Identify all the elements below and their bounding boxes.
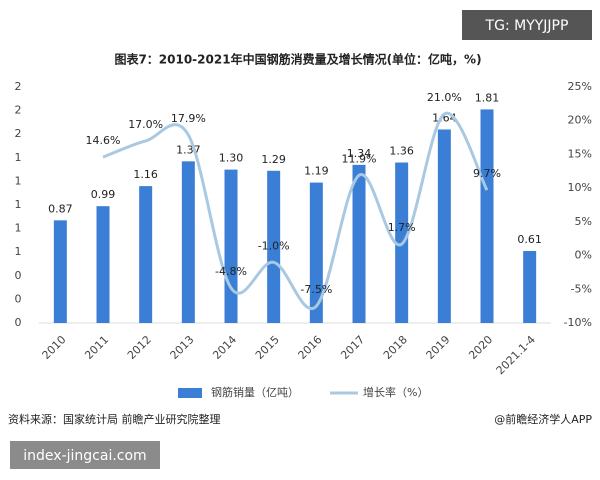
line-value-label: -1.0%	[258, 239, 290, 252]
bar	[267, 170, 281, 323]
line-value-label: 1.7%	[388, 221, 416, 234]
bar	[224, 169, 238, 323]
y-tick-label: 2	[15, 104, 22, 117]
y2-tick-label: 15%	[568, 147, 592, 160]
y-tick-label: 1	[15, 245, 22, 258]
line-value-label: 17.0%	[128, 118, 163, 131]
bar	[437, 129, 451, 323]
y-tick-label: 0	[15, 269, 22, 282]
line-value-label: -7.5%	[300, 283, 332, 296]
y-tick-label: 2	[15, 80, 22, 93]
credit: @前瞻经济学人APP	[494, 412, 592, 426]
y2-tick-label: 5%	[575, 215, 592, 228]
bar	[480, 109, 494, 323]
watermark: TG: MYYJJPP	[485, 18, 569, 34]
y2-tick-label: 0%	[575, 249, 592, 262]
y2-tick-label: 25%	[568, 80, 592, 93]
line	[102, 111, 489, 311]
bar	[352, 164, 366, 323]
line-value-label: 21.0%	[427, 91, 462, 104]
y2-tick-label: -10%	[564, 316, 592, 329]
legend-swatch	[178, 388, 202, 398]
line-value-label: 14.6%	[86, 134, 121, 147]
y-tick-label: 1	[15, 198, 22, 211]
bar-value-label: 1.16	[133, 168, 158, 181]
bar	[309, 182, 323, 323]
bar	[523, 251, 537, 323]
y2-tick-label: 20%	[568, 114, 592, 127]
y2-tick-label: -5%	[571, 282, 592, 295]
legend-label: 钢筋销量（亿吨）	[211, 385, 299, 399]
bar-value-label: 0.87	[48, 202, 73, 215]
bar-value-label: 1.81	[475, 91, 500, 104]
bar	[96, 206, 110, 323]
y-tick-label: 1	[15, 151, 22, 164]
source: 资料来源：国家统计局 前瞻产业研究院整理	[8, 412, 221, 426]
bar-value-label: 0.61	[517, 233, 542, 246]
line-value-label: -4.8%	[215, 265, 247, 278]
bar-value-label: 1.19	[304, 165, 329, 178]
y-tick-label: 0	[15, 316, 22, 329]
watermark-box	[462, 10, 592, 40]
bar-value-label: 1.30	[219, 152, 244, 165]
bar	[139, 186, 153, 323]
bar-value-label: 0.99	[91, 188, 116, 201]
y-tick-label: 1	[15, 222, 22, 235]
bar-value-label: 1.29	[261, 153, 286, 166]
watermark-box	[10, 441, 160, 469]
y-tick-label: 0	[15, 292, 22, 305]
bar	[53, 220, 67, 323]
line-value-label: 17.9%	[171, 112, 206, 125]
bar	[181, 161, 195, 323]
bar-value-label: 1.34	[347, 147, 372, 160]
y2-tick-label: 10%	[568, 181, 592, 194]
y-tick-label: 1	[15, 174, 22, 187]
chart-title: 图表7：2010-2021年中国钢筋消费量及增长情况(单位：亿吨，%)	[114, 52, 481, 67]
y-tick-label: 2	[15, 127, 22, 140]
watermark: index-jingcai.com	[23, 448, 146, 464]
legend-label: 增长率（%）	[363, 385, 428, 399]
line-value-label: 11.9%	[342, 152, 377, 165]
bar-value-label: 1.36	[389, 145, 414, 158]
line-value-label: 9.7%	[473, 167, 501, 180]
